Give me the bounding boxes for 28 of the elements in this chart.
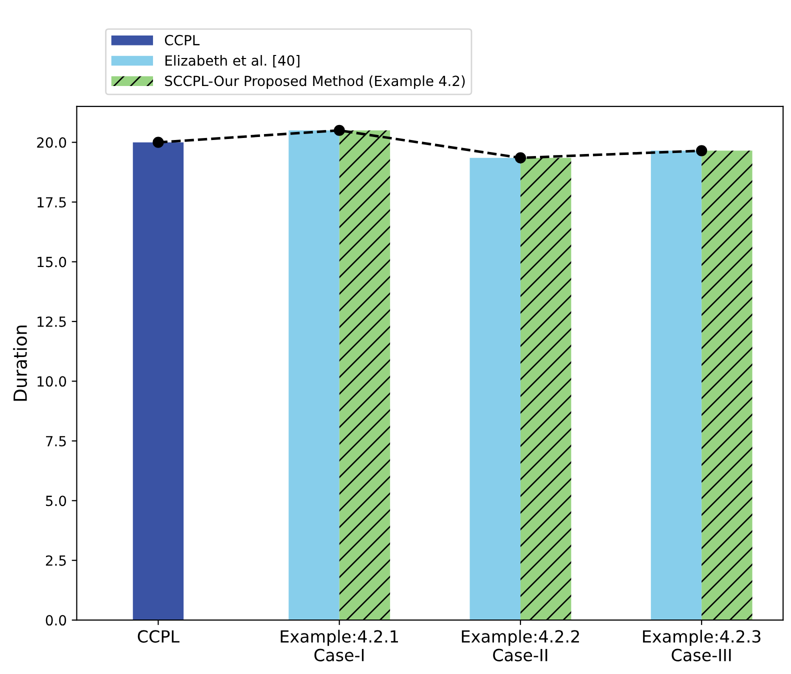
y-axis-title: Duration bbox=[13, 326, 28, 401]
y-tick-label: 12.5 bbox=[38, 316, 66, 327]
point bbox=[152, 136, 164, 148]
bar bbox=[339, 130, 390, 620]
y-tick-label: 10.0 bbox=[38, 376, 66, 387]
bar bbox=[650, 150, 702, 620]
bar bbox=[470, 158, 520, 620]
point bbox=[696, 145, 708, 156]
y-tick-label: 2.5 bbox=[46, 555, 66, 566]
y-tick-label: 20.0 bbox=[37, 137, 66, 148]
bar bbox=[132, 142, 184, 620]
legend-label: SCCPL-Our Proposed Method (Example 4.2) bbox=[165, 75, 465, 89]
point bbox=[334, 124, 345, 136]
x-tick-label: CCPL bbox=[138, 630, 180, 643]
y-tick-label: 17.5 bbox=[38, 197, 66, 208]
x-tick-label: Example:4.2.2 Case-II bbox=[462, 630, 579, 662]
y-tick-label: 0.0 bbox=[46, 615, 66, 626]
x-tick-label: Example:4.2.1 Case-I bbox=[280, 630, 398, 662]
x-tick-label: Example:4.2.3 Case-III bbox=[643, 630, 760, 662]
y-tick-label: 5.0 bbox=[46, 496, 66, 506]
bar bbox=[520, 158, 572, 620]
point bbox=[514, 152, 526, 164]
y-tick-label: 15.0 bbox=[38, 256, 66, 268]
bar bbox=[288, 130, 340, 620]
bar bbox=[702, 150, 752, 620]
legend-label: Elizabeth et al. [40] bbox=[165, 55, 300, 68]
legend-label: CCPL bbox=[164, 34, 200, 46]
y-tick-label: 7.5 bbox=[46, 436, 66, 446]
